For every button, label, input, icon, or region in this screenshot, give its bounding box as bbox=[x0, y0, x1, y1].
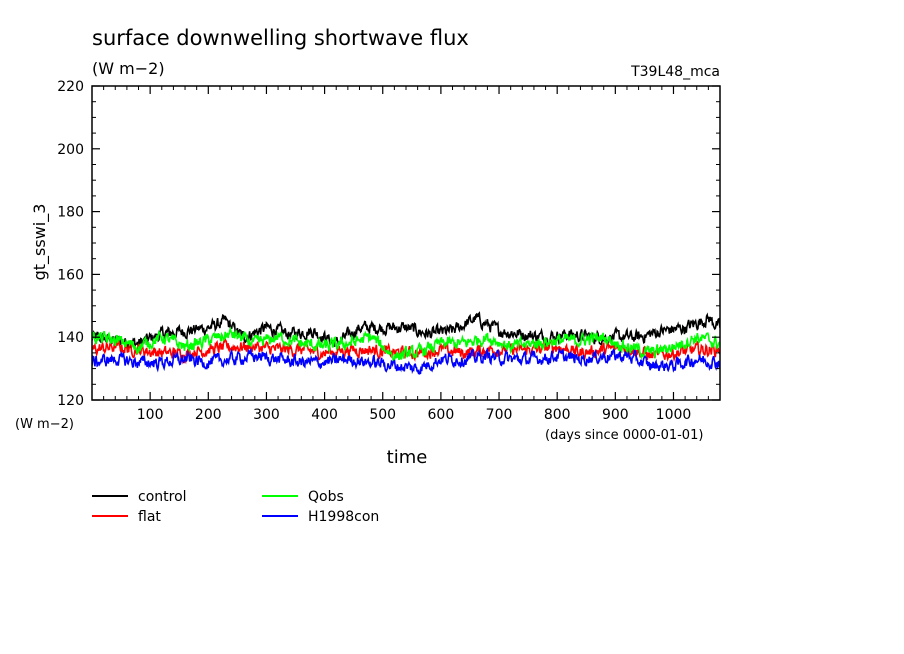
y-axis-label: gt_sswi_3 bbox=[30, 204, 50, 281]
series-line-control bbox=[92, 311, 720, 351]
y-tick-label: 220 bbox=[57, 79, 84, 95]
y-tick-label: 120 bbox=[57, 393, 84, 409]
x-tick-label: 800 bbox=[544, 407, 571, 423]
y-tick-label: 200 bbox=[57, 142, 84, 158]
series-line-H1998con bbox=[92, 347, 720, 375]
legend-label-Qobs: Qobs bbox=[308, 489, 344, 505]
chart-subtitle: (W m−2) bbox=[92, 59, 165, 78]
run-label: T39L48_mca bbox=[630, 64, 720, 80]
x-axis-label: time bbox=[387, 447, 428, 468]
legend-label-control: control bbox=[138, 489, 187, 505]
x-tick-label: 700 bbox=[486, 407, 513, 423]
y-tick-label: 160 bbox=[57, 267, 84, 283]
y-axis-unit: (W m−2) bbox=[15, 417, 74, 432]
x-tick-label: 300 bbox=[253, 407, 280, 423]
legend: control flat Qobs H1998con bbox=[92, 489, 379, 525]
axes-layer: 100 200 300 400 500 600 700 800 900 1000 120 140 160… bbox=[57, 79, 721, 423]
x-tick-label: 600 bbox=[428, 407, 455, 423]
x-tick-label: 100 bbox=[137, 407, 164, 423]
x-tick-label: 200 bbox=[195, 407, 222, 423]
series-line-Qobs bbox=[92, 326, 720, 363]
x-tick-label: 900 bbox=[602, 407, 629, 423]
chart-title: surface downwelling shortwave flux bbox=[92, 26, 469, 50]
series-layer bbox=[92, 311, 720, 375]
x-axis-unit: (days since 0000-01-01) bbox=[545, 428, 703, 443]
legend-label-H1998con: H1998con bbox=[308, 509, 379, 525]
y-tick-label: 180 bbox=[57, 205, 84, 221]
y-tick-label: 140 bbox=[57, 330, 84, 346]
legend-label-flat: flat bbox=[138, 509, 161, 525]
x-tick-label: 500 bbox=[369, 407, 396, 423]
x-tick-label: 1000 bbox=[656, 407, 692, 423]
x-tick-label: 400 bbox=[311, 407, 338, 423]
